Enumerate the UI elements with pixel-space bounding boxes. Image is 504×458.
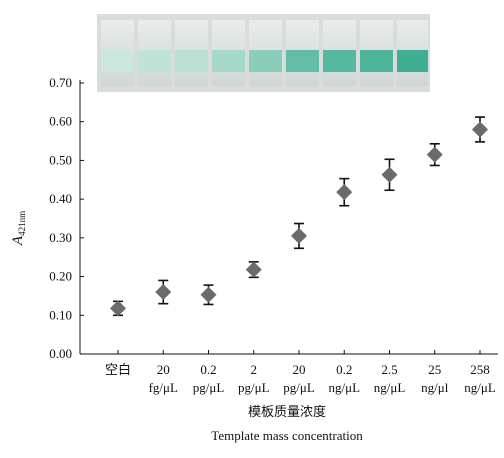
x-tick-label: fg/μL	[149, 380, 178, 395]
x-axis-label-en: Template mass concentration	[211, 428, 363, 443]
y-axis-label: A421nm	[10, 211, 27, 246]
marker	[291, 227, 307, 244]
x-tick-label: pg/μL	[283, 380, 315, 395]
x-tick-label: ng/μL	[464, 380, 496, 395]
y-tick-label: 0.40	[49, 191, 72, 206]
y-tick-label: 0.50	[49, 152, 72, 167]
marker	[381, 166, 398, 183]
y-tick-label: 0.60	[49, 114, 72, 129]
y-label-main: A	[10, 235, 26, 246]
x-tick-label: 25	[428, 362, 441, 377]
x-tick-label: 2	[251, 362, 258, 377]
y-label-sub: 421nm	[17, 211, 27, 236]
y-tick-label: 0.30	[49, 230, 72, 245]
cuvette-photo	[97, 14, 430, 92]
marker	[200, 286, 217, 303]
x-tick-label: 258	[470, 362, 490, 377]
marker	[155, 284, 172, 301]
x-tick-label: ng/μL	[328, 380, 360, 395]
x-tick-label: 0.2	[200, 362, 216, 377]
x-tick-label: ng/μl	[421, 380, 449, 395]
x-axis-label: 模板质量浓度	[248, 404, 326, 419]
x-tick-label: 0.2	[336, 362, 352, 377]
marker	[336, 184, 353, 201]
marker	[426, 146, 443, 163]
marker	[110, 300, 126, 317]
y-tick-label: 0.00	[49, 346, 72, 361]
x-tick-label: 20	[293, 362, 306, 377]
x-tick-label: pg/μL	[193, 380, 225, 395]
y-tick-label: 0.20	[49, 269, 72, 284]
x-tick-label: 空白	[105, 362, 131, 377]
marker	[472, 121, 488, 138]
x-tick-label: 2.5	[381, 362, 397, 377]
x-tick-label: 20	[157, 362, 170, 377]
x-tick-label: ng/μL	[374, 380, 406, 395]
y-tick-label: 0.10	[49, 307, 72, 322]
x-tick-label: pg/μL	[238, 380, 270, 395]
marker	[245, 261, 262, 278]
y-tick-label: 0.70	[49, 75, 72, 90]
